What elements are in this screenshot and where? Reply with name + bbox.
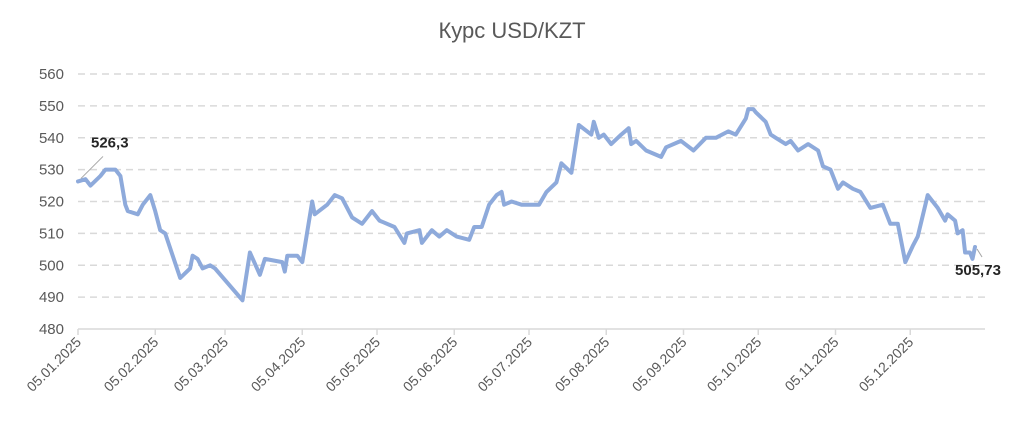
y-tick-label: 480 [39,321,64,338]
x-tick-label: 05.03.2025 [170,334,231,395]
y-tick-label: 560 [39,66,64,83]
x-tick-label: 05.12.2025 [856,334,917,395]
end-value-label: 505,73 [955,262,1001,279]
x-axis: 05.01.2025 05.02.2025 05.03.2025 05.04.2025… [23,328,985,395]
annotation-leader-line [80,156,104,179]
x-tick-label: 05.07.2025 [474,334,535,395]
x-tick-label: 05.05.2025 [322,334,383,395]
x-tick-label: 05.09.2025 [629,334,690,395]
y-tick-label: 500 [39,257,64,274]
chart-title: Курс USD/KZT [438,18,585,43]
x-tick-label: 05.11.2025 [781,334,841,394]
y-axis: 480 490 500 510 520 530 540 550 560 [39,66,64,338]
y-tick-label: 520 [39,194,64,211]
annotation-leader-line [976,248,983,258]
x-tick-label: 05.08.2025 [552,334,613,395]
start-value-label: 526,3 [91,134,129,151]
x-tick-label: 05.02.2025 [100,334,161,395]
x-tick-label: 05.01.2025 [23,334,84,395]
x-tick-label: 05.06.2025 [400,334,461,395]
x-tick-label: 05.04.2025 [248,334,309,395]
series [76,107,977,303]
y-tick-label: 550 [39,98,64,115]
annotations: 526,3 505,73 [80,134,1001,279]
y-tick-label: 490 [39,289,64,306]
y-tick-label: 510 [39,225,64,242]
y-tick-label: 530 [39,162,64,179]
x-tick-label: 05.10.2025 [704,334,765,395]
y-tick-label: 540 [39,130,64,147]
